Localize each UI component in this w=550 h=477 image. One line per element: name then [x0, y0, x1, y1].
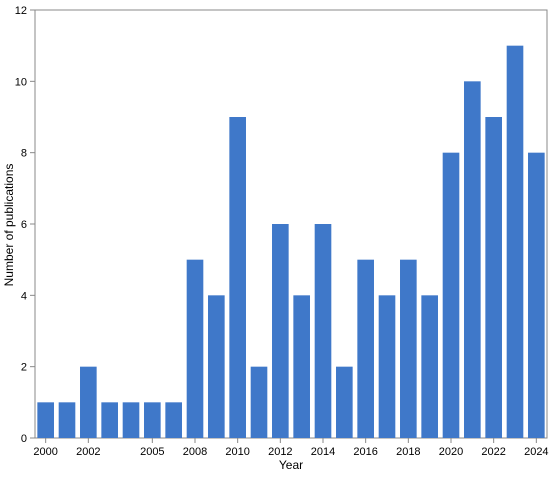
bar-2013	[293, 295, 310, 438]
y-tick-label-10: 10	[15, 76, 27, 88]
y-tick-label-2: 2	[21, 362, 27, 374]
bars	[37, 45, 545, 439]
bar-2011	[250, 366, 268, 438]
bar-2021	[464, 81, 481, 438]
x-tick-label-2016: 2016	[353, 446, 377, 458]
x-tick-label-2022: 2022	[481, 446, 505, 458]
bar-2016	[357, 259, 374, 438]
bar-2002	[80, 366, 97, 438]
y-tick-label-8: 8	[21, 148, 27, 160]
bar-2008	[186, 259, 204, 438]
x-tick-label-2010: 2010	[225, 446, 249, 458]
y-tick-label-12: 12	[15, 5, 27, 17]
y-tick-label-6: 6	[21, 219, 27, 231]
x-tick-label-2000: 2000	[33, 446, 57, 458]
x-tick-label-2012: 2012	[268, 446, 292, 458]
bar-2022	[485, 117, 502, 438]
x-tick-label-2020: 2020	[439, 446, 463, 458]
x-tick-label-2018: 2018	[396, 446, 420, 458]
y-axis: 0 2 4 6 8 10 12	[15, 5, 35, 445]
x-axis: 2000 2002 2005 2008 2010 2012 2014 2016 2018 2020…	[33, 438, 549, 458]
bar-2023	[506, 45, 524, 439]
x-tick-label-2024: 2024	[524, 446, 548, 458]
bar-2017	[378, 295, 396, 438]
bar-2006	[165, 402, 182, 438]
bar-2018	[400, 259, 417, 438]
y-tick-label-4: 4	[21, 290, 27, 302]
bar-2004	[122, 402, 140, 438]
bar-2005	[144, 402, 161, 438]
bar-2003	[101, 402, 118, 438]
bar-2001	[58, 402, 76, 438]
bar-2024	[528, 152, 545, 439]
bar-2012	[272, 224, 289, 438]
bar-2000	[37, 402, 54, 438]
x-tick-label-2002: 2002	[76, 446, 100, 458]
bar-2019	[421, 295, 438, 438]
bar-2009	[208, 295, 225, 438]
bar-2015	[336, 366, 353, 438]
x-tick-label-2005: 2005	[140, 446, 164, 458]
bar-2020	[442, 152, 460, 439]
bar-2014	[314, 224, 332, 438]
y-axis-title: Number of publications	[2, 164, 16, 287]
y-tick-label-0: 0	[21, 433, 27, 445]
x-tick-label-2008: 2008	[183, 446, 207, 458]
x-tick-label-2014: 2014	[311, 446, 335, 458]
x-axis-title: Year	[279, 458, 303, 472]
bar-2010	[229, 117, 246, 438]
